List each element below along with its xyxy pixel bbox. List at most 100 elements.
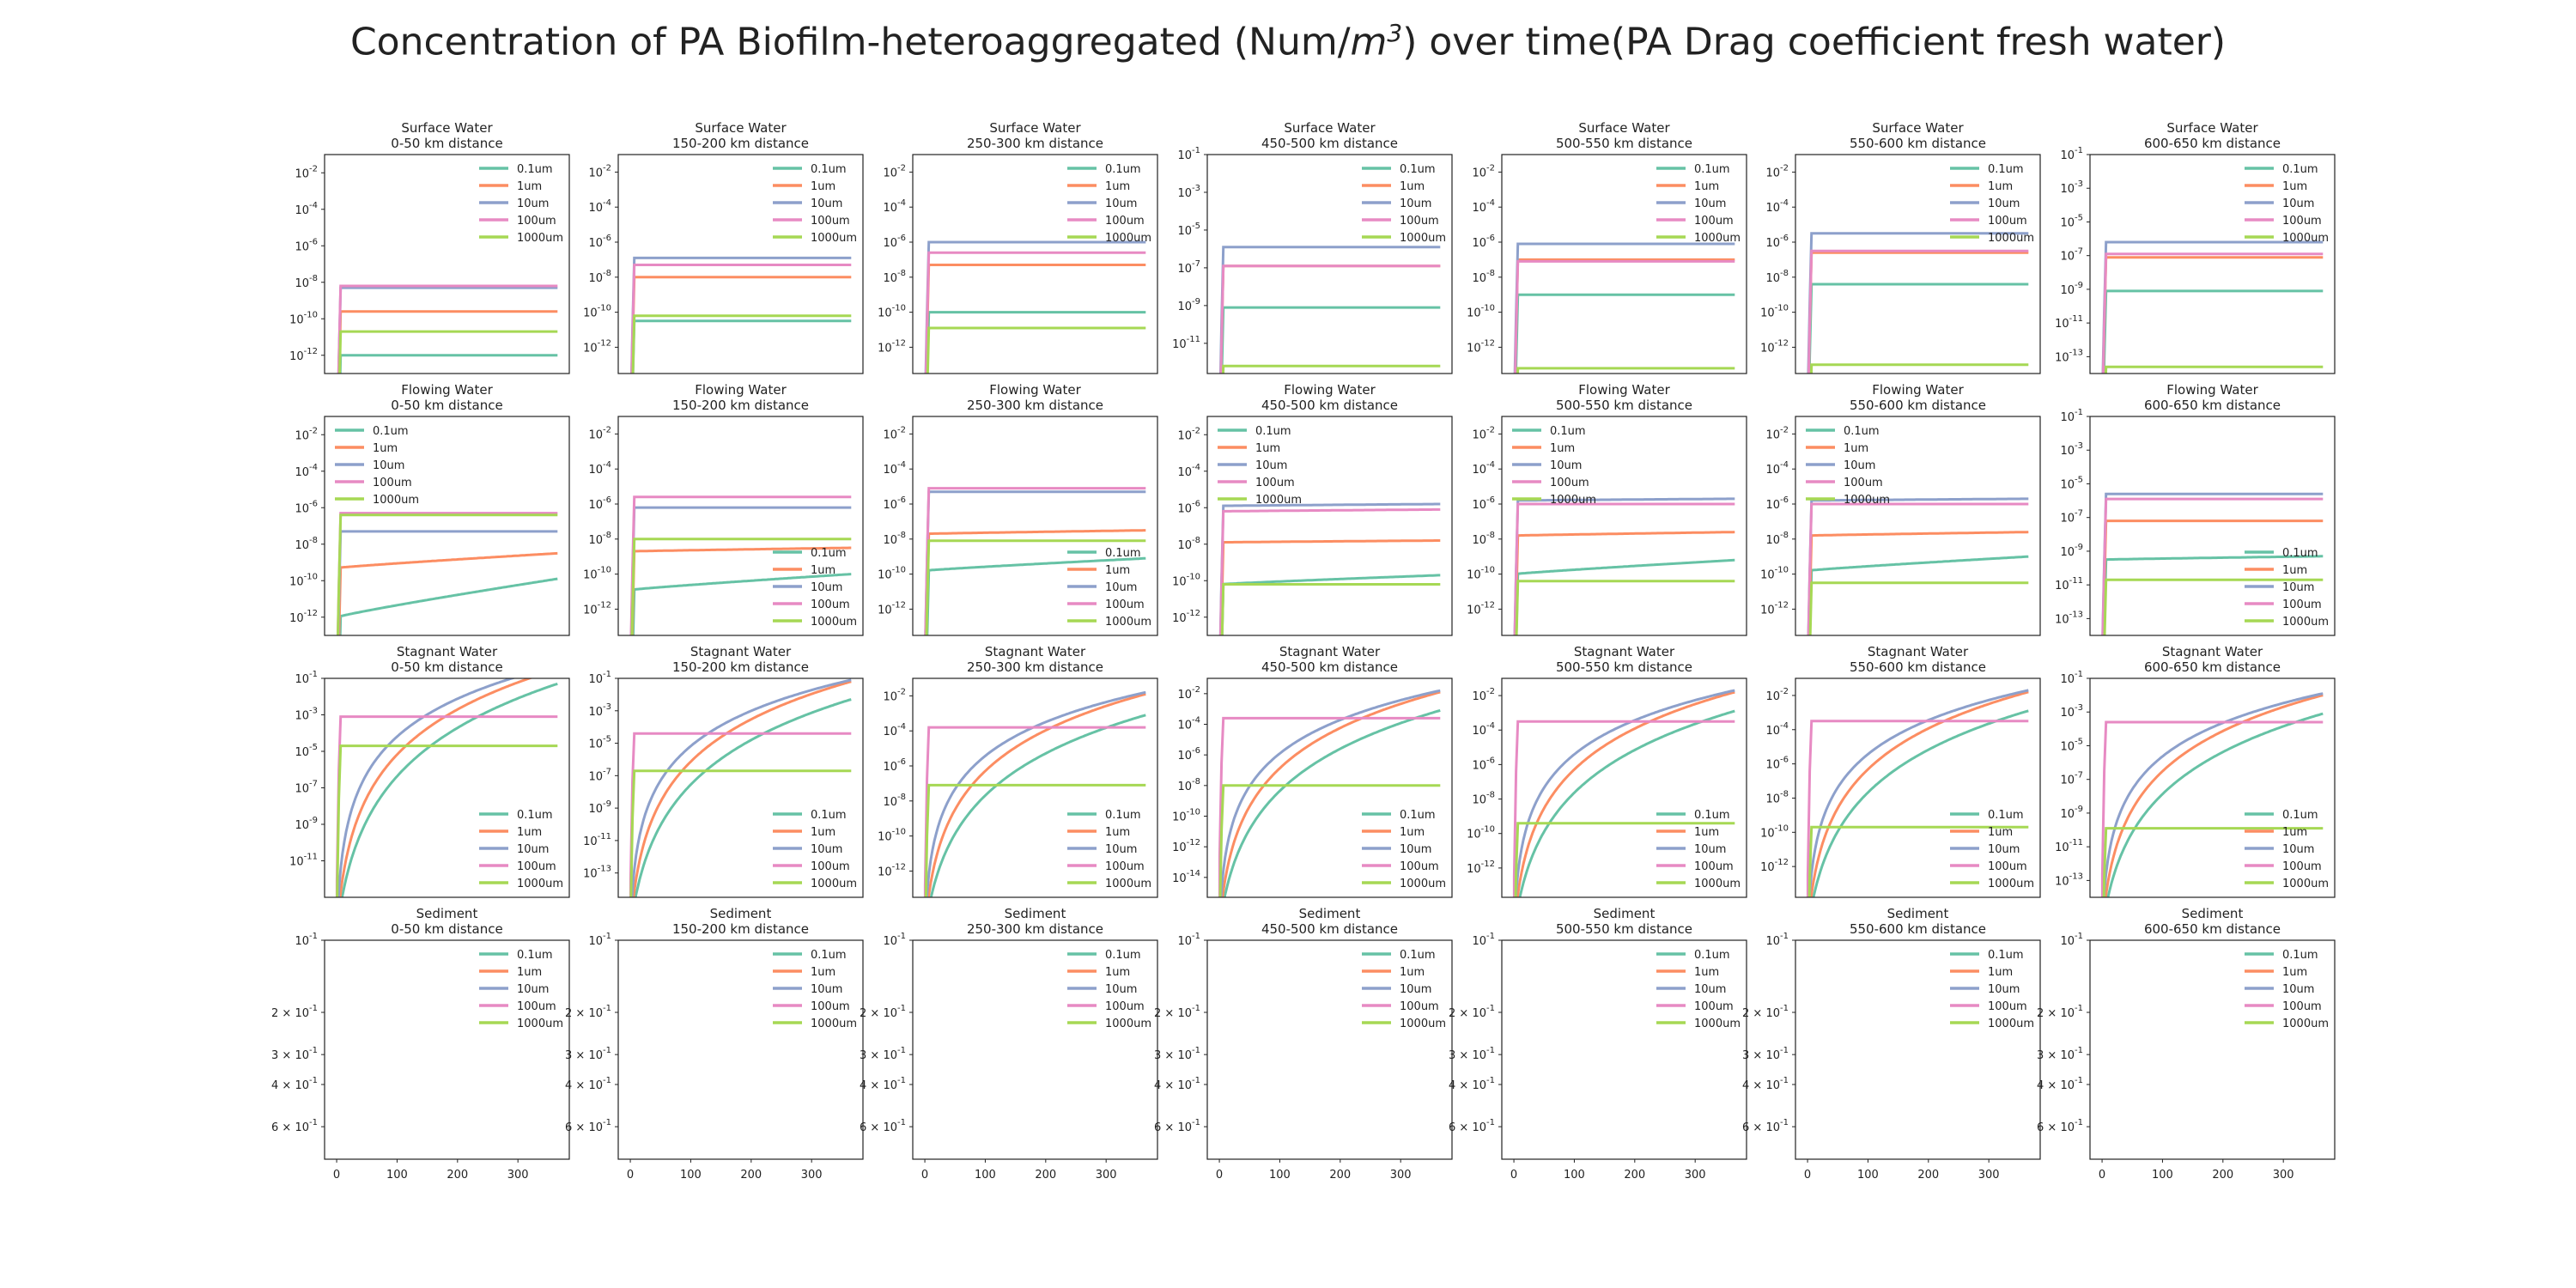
y-tick-label: 10-4 [883,722,906,738]
series-group [924,240,1146,374]
panel-title-distance: 500-550 km distance [1556,398,1692,413]
legend-label-1000um: 1000um [1988,232,2034,245]
x-tick-label: 300 [1096,1169,1117,1182]
panel-title-distance: 500-550 km distance [1556,136,1692,151]
legend-label-0.1um: 0.1um [517,949,553,962]
y-tick-label: 10-13 [583,865,611,881]
y-tick-label: 10-8 [1765,531,1789,547]
series-line-0.1um [1514,293,1735,374]
legend-label-0.1um: 0.1um [1694,949,1730,962]
y-tick-label: 10-1 [1177,146,1200,162]
legend-label-1um: 1um [1105,826,1130,839]
panel-title-distance: 550-600 km distance [1850,921,1986,937]
legend-label-1000um: 1000um [1105,878,1151,890]
legend-label-1um: 1um [1105,180,1130,193]
series-line-10um [1807,232,2029,374]
panel-title-compartment: Sediment [1005,906,1066,921]
plot-frame [1206,677,1453,898]
legend-label-10um: 10um [811,983,842,996]
plot-frame [324,416,570,636]
legend-label-10um: 10um [2282,197,2314,210]
legend-label-1000um: 1000um [1400,878,1446,890]
legend-label-0.1um: 0.1um [1255,425,1291,438]
legend-label-1um: 1um [2282,966,2307,979]
y-tick-label: 10-3 [2060,179,2083,196]
series-line-10um [2101,240,2324,374]
series-line-1um [1807,531,2029,635]
series-line-1000um [1515,580,1735,635]
legend: 0.1um 1um 10um 100um 1000um [773,547,857,629]
legend: 0.1um 1um 10um 100um 1000um [1067,809,1151,890]
plot-frame [912,939,1158,1160]
x-tick-label: 200 [1917,1169,1939,1182]
y-tick-label: 10-2 [1765,687,1789,703]
series-line-0.1um [2102,289,2324,374]
legend-label-1um: 1um [1694,180,1719,193]
plot-frame [617,939,864,1160]
series-line-100um [629,495,852,635]
plot-frame [1206,939,1453,1160]
series-line-100um [1807,502,2029,635]
series-line-0.1um [926,311,1146,374]
plot-frame [1501,677,1747,898]
y-tick-label: 10-1 [1472,932,1495,948]
series-line-1000um [337,513,558,635]
legend-label-1um: 1um [1400,180,1425,193]
legend-label-1000um: 1000um [1844,494,1890,507]
legend-label-1um: 1um [1988,966,2013,979]
y-tick-label: 10-13 [2055,610,2083,626]
y-tick-label: 10-2 [883,163,906,179]
y-tick-label: 10-6 [883,757,906,774]
series-line-10um [337,530,558,635]
panel-title-compartment: Stagnant Water [985,644,1086,659]
series-line-100um [630,264,852,374]
legend: 0.1um 1um 10um 100um 1000um [335,425,419,507]
series-line-10um [1219,689,1441,897]
legend-label-1um: 1um [1105,564,1130,577]
series-line-1um [925,529,1146,635]
legend-label-1um: 1um [517,180,542,193]
y-tick-label: 10-8 [1765,269,1789,285]
legend: 0.1um 1um 10um 100um 1000um [479,949,563,1030]
y-tick-label: 10-9 [2060,281,2083,297]
series-group [336,512,558,635]
series-line-1um [632,680,852,897]
legend-label-0.1um: 0.1um [1694,163,1730,176]
legend-label-1000um: 1000um [811,616,857,629]
y-tick-label: 10-1 [588,932,611,948]
legend-label-0.1um: 0.1um [1105,163,1141,176]
series-line-100um [2101,497,2324,635]
plot-frame [2089,939,2336,1160]
series-line-1um [1807,251,2029,374]
y-tick-label: 10-2 [1472,687,1495,703]
series-line-0.1um [1515,558,1735,635]
series-line-1000um [2102,827,2324,897]
series-line-100um [1513,502,1735,635]
y-tick-label: 10-1 [2060,670,2083,686]
series-line-1000um [336,744,558,897]
y-tick-label: 10-10 [1467,566,1495,582]
plot-frame [1795,677,2041,898]
title-unit-base: m [1350,20,1388,64]
series-line-10um [629,506,852,635]
legend-label-1000um: 1000um [811,232,857,245]
legend-label-1um: 1um [1255,442,1280,455]
series-group [1807,497,2029,635]
panel-title-distance: 0-50 km distance [391,659,502,675]
panel-title-distance: 550-600 km distance [1850,398,1986,413]
legend-label-100um: 100um [1988,860,2027,873]
legend-label-1000um: 1000um [1550,494,1596,507]
legend-label-10um: 10um [1400,197,1431,210]
y-tick-label: 10-3 [2060,703,2083,720]
legend-label-1000um: 1000um [1694,232,1741,245]
legend-label-1000um: 1000um [2282,878,2329,890]
legend-label-1um: 1um [1400,966,1425,979]
y-tick-label: 10-7 [2060,247,2083,264]
y-tick-label: 10-10 [878,304,906,320]
panel-title-compartment: Stagnant Water [1279,644,1381,659]
